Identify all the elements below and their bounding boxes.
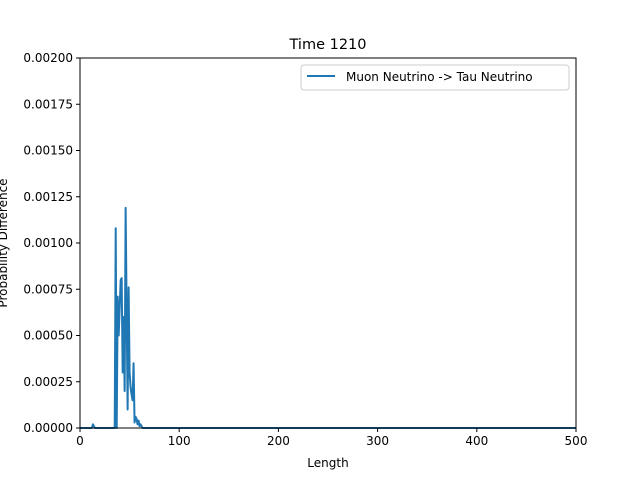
y-tick-label: 0.00100 [23, 236, 73, 250]
x-tick-label: 100 [168, 434, 191, 448]
x-tick-label: 300 [366, 434, 389, 448]
y-tick-label: 0.00075 [23, 282, 73, 296]
legend-box [300, 64, 570, 91]
y-tick-label: 0.00200 [23, 51, 73, 65]
plot-background [80, 58, 576, 428]
y-tick-label: 0.00125 [23, 190, 73, 204]
plot-area [79, 57, 577, 429]
x-axis-label: Length [307, 456, 348, 470]
y-tick-label: 0.00000 [23, 421, 73, 435]
y-tick-label: 0.00050 [23, 329, 73, 343]
legend-label: Muon Neutrino -> Tau Neutrino [346, 70, 533, 84]
legend: Muon Neutrino -> Tau Neutrino [300, 64, 570, 91]
x-tick-label: 400 [465, 434, 488, 448]
y-tick-label: 0.00150 [23, 144, 73, 158]
y-axis-label: Probability Difference [0, 178, 10, 307]
y-tick-label: 0.00025 [23, 375, 73, 389]
x-tick-label: 200 [267, 434, 290, 448]
y-axis: 0.00000 0.00025 0.00050 0.00075 0.00100 0.001… [23, 51, 80, 435]
x-axis: 0 100 200 300 400 500 [76, 428, 587, 448]
chart-title: Time 1210 [289, 37, 367, 53]
y-tick-label: 0.00175 [23, 97, 73, 111]
x-tick-label: 500 [565, 434, 588, 448]
x-tick-label: 0 [76, 434, 84, 448]
